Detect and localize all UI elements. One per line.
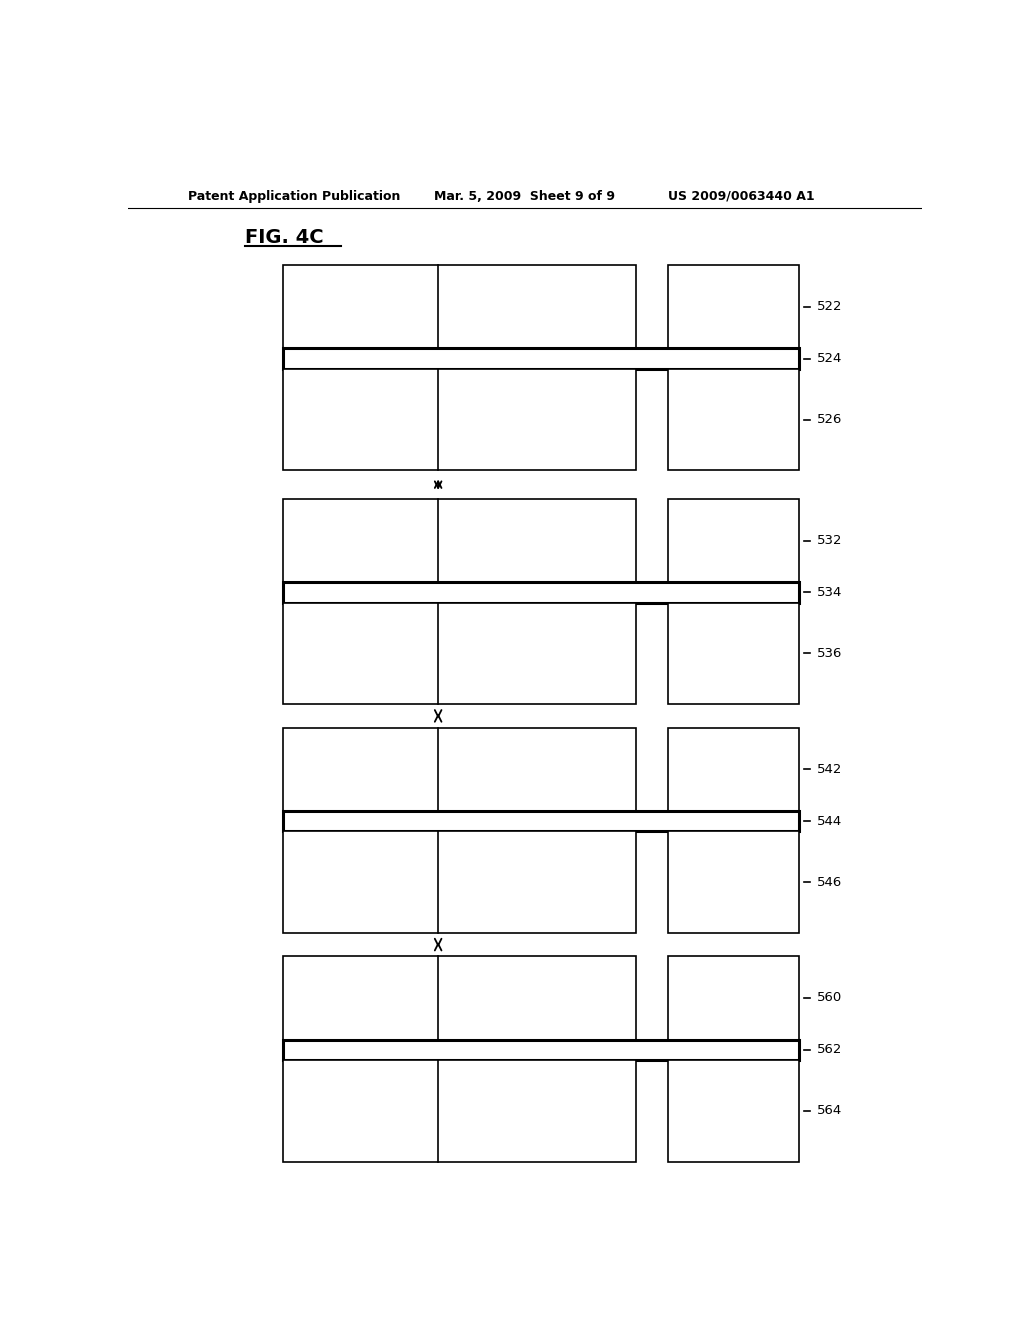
Text: 546: 546 — [817, 875, 842, 888]
Bar — [283, 265, 636, 348]
Bar — [283, 499, 636, 582]
Bar — [283, 1040, 799, 1060]
Bar — [668, 727, 799, 810]
Text: 532: 532 — [817, 535, 843, 546]
Bar — [283, 368, 636, 470]
Bar — [283, 1060, 636, 1162]
Bar — [283, 832, 636, 933]
Text: FIG. 4C: FIG. 4C — [246, 228, 324, 247]
Bar — [668, 832, 799, 933]
Text: 534: 534 — [817, 586, 842, 599]
Bar — [283, 727, 636, 810]
Bar — [283, 602, 636, 704]
Text: 564: 564 — [817, 1105, 842, 1117]
Text: 526: 526 — [817, 413, 842, 426]
Text: 522: 522 — [817, 300, 843, 313]
Text: 560: 560 — [817, 991, 842, 1005]
Bar — [283, 810, 799, 832]
Text: Mar. 5, 2009  Sheet 9 of 9: Mar. 5, 2009 Sheet 9 of 9 — [433, 190, 614, 202]
Bar — [283, 582, 799, 602]
Bar — [668, 368, 799, 470]
Text: 562: 562 — [817, 1043, 842, 1056]
Bar — [668, 265, 799, 348]
Text: 536: 536 — [817, 647, 842, 660]
Bar — [668, 956, 799, 1040]
Text: 524: 524 — [817, 352, 842, 366]
Text: Patent Application Publication: Patent Application Publication — [187, 190, 400, 202]
Bar — [668, 499, 799, 582]
Text: 542: 542 — [817, 763, 842, 776]
Bar — [283, 348, 799, 368]
Text: US 2009/0063440 A1: US 2009/0063440 A1 — [668, 190, 814, 202]
Bar — [668, 1060, 799, 1162]
Bar — [668, 602, 799, 704]
Bar — [283, 956, 636, 1040]
Text: 544: 544 — [817, 814, 842, 828]
